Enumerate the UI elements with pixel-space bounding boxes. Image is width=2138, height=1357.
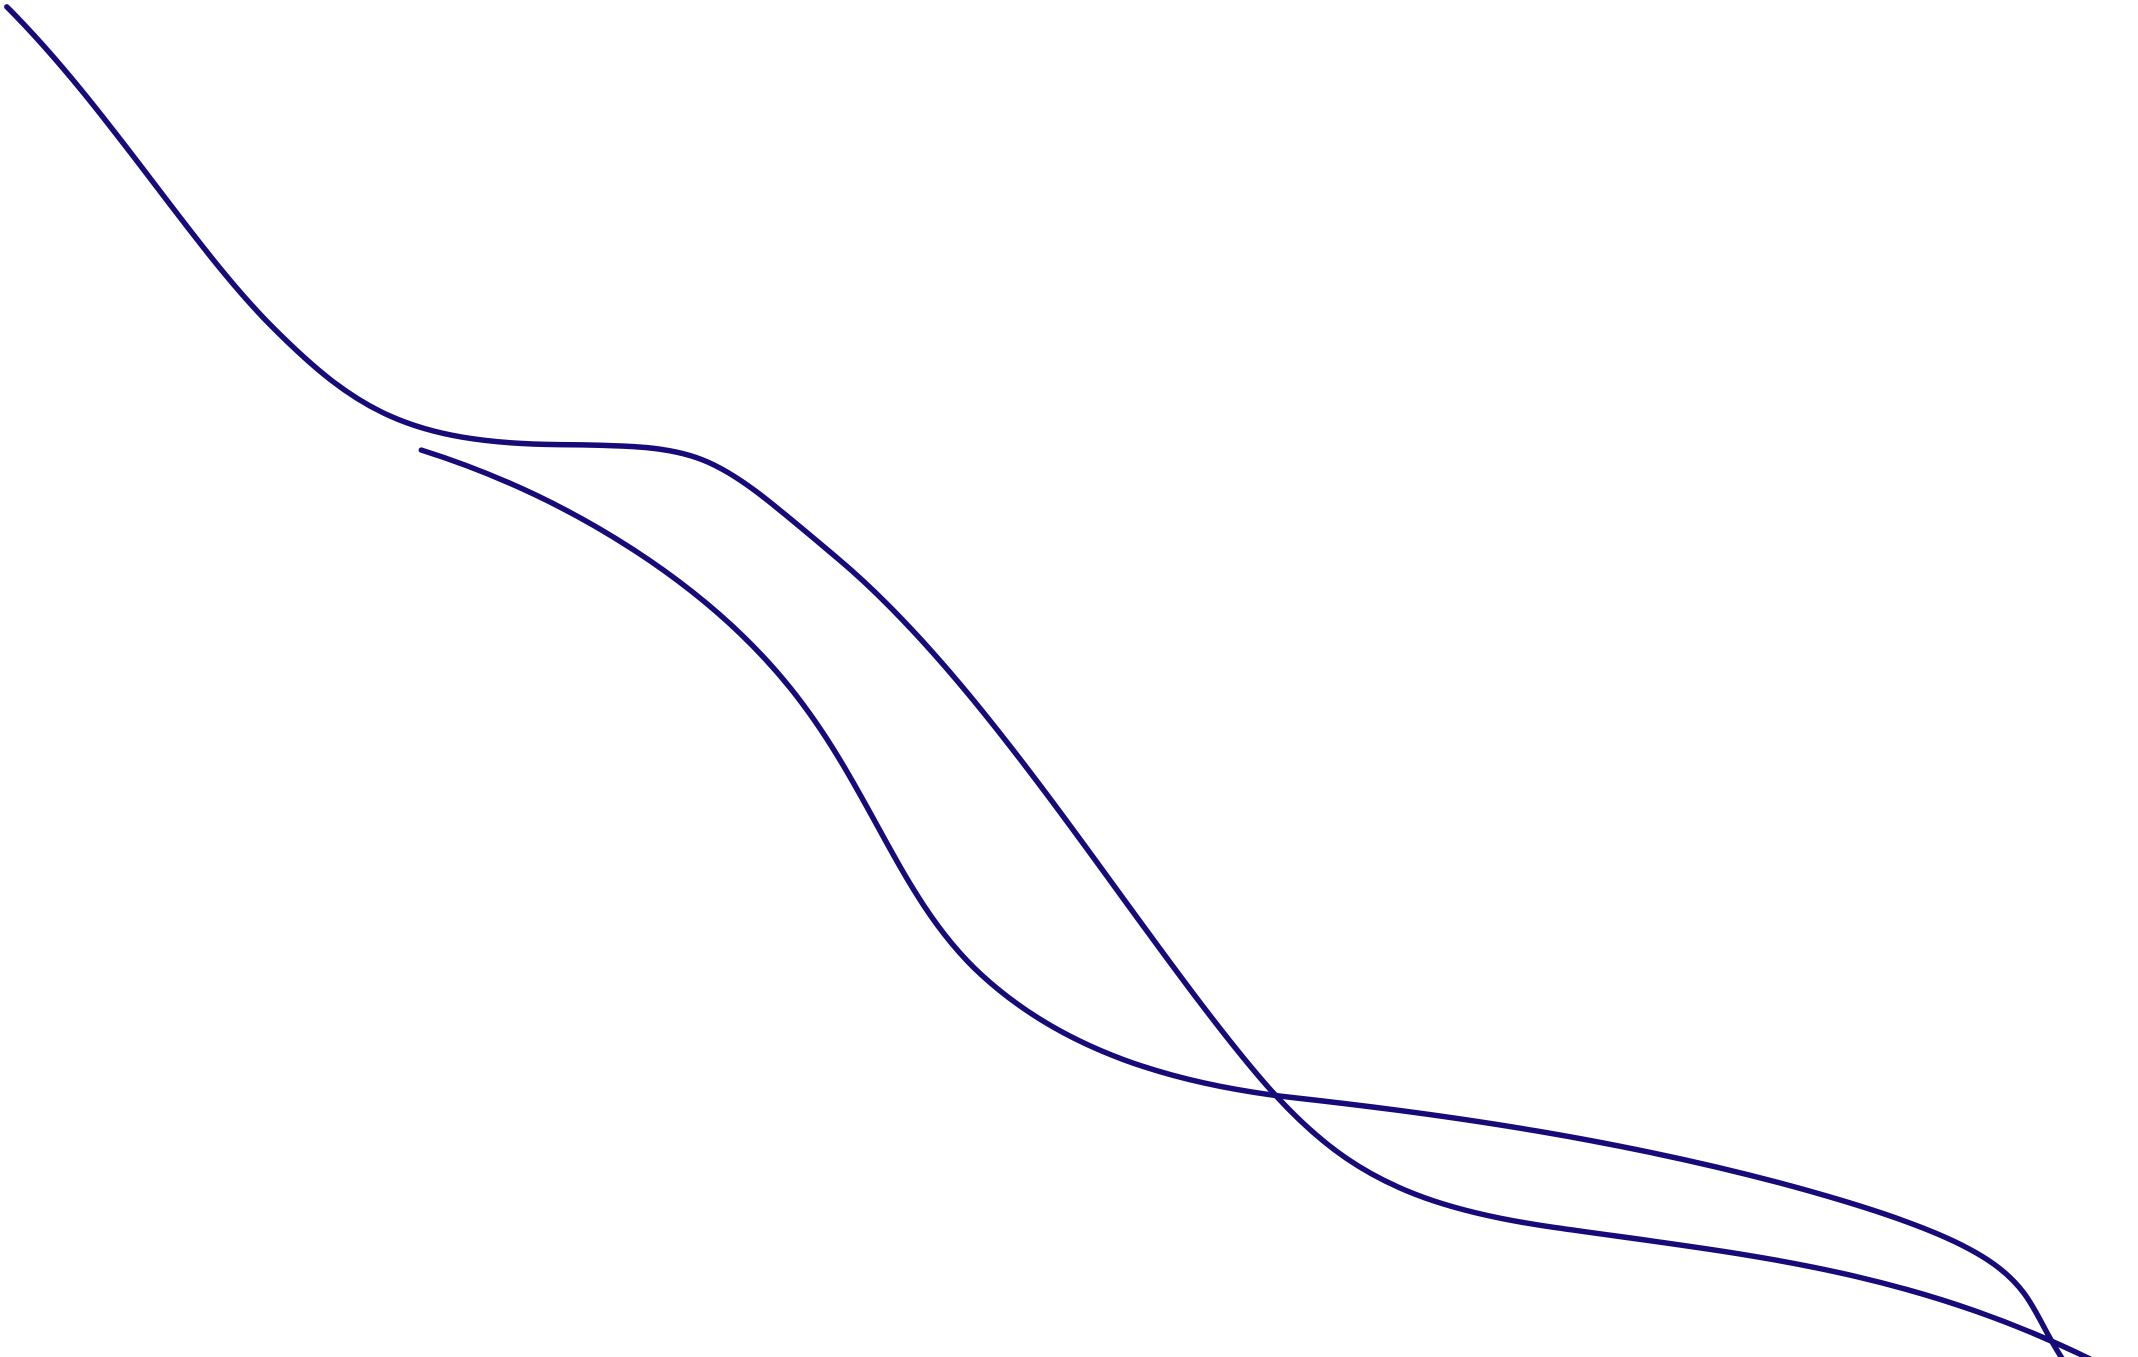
curve (418, 447, 2065, 1357)
curve (4, 4, 2093, 1357)
